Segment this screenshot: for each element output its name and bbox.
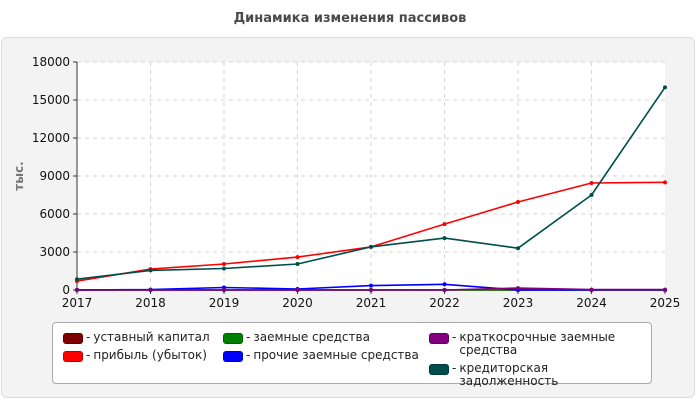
data-point (369, 288, 373, 292)
data-point (369, 244, 373, 249)
legend-swatch (63, 351, 83, 362)
chart-title: Динамика изменения пассивов (233, 11, 467, 26)
x-tick-label: 2020 (282, 296, 313, 310)
legend-swatch (223, 351, 243, 362)
legend-label: прибыль (убыток) (93, 348, 207, 362)
data-point (442, 236, 447, 241)
legend-column: - краткосрочные заемные средства - кредитор… (429, 331, 644, 393)
y-tick-label: 6000 (39, 207, 70, 221)
data-point (442, 222, 447, 227)
data-point (442, 282, 447, 287)
legend-swatch (223, 333, 243, 344)
legend-item: - заемные средства (223, 331, 428, 344)
data-point (222, 266, 226, 271)
y-tick-label: 0 (62, 283, 70, 297)
data-point (222, 288, 226, 292)
y-tick-label: 12000 (32, 131, 70, 145)
data-point (295, 288, 300, 292)
legend-dash: - (246, 348, 251, 362)
data-point (75, 288, 79, 292)
data-point (589, 180, 594, 185)
data-point (295, 255, 300, 260)
legend-item: - краткосрочные заемные средства (429, 331, 644, 357)
legend-column: - уставный капитал - прибыль (убыток) (63, 331, 223, 367)
y-tick-label: 9000 (39, 169, 70, 183)
data-point (516, 199, 520, 204)
data-point (516, 286, 520, 291)
y-tick-label: 3000 (39, 245, 70, 259)
x-tick-label: 2018 (135, 296, 166, 310)
x-tick-label: 2022 (429, 296, 460, 310)
x-tick-label: 2025 (650, 296, 681, 310)
data-point (148, 288, 153, 292)
legend-item: - уставный капитал (63, 331, 223, 344)
legend-label: заемные средства (253, 330, 370, 344)
data-point (589, 193, 594, 197)
legend-label: кредиторская задолженность (459, 361, 559, 388)
legend-label: прочие заемные средства (253, 348, 419, 362)
x-tick-label: 2017 (62, 296, 93, 310)
x-tick-label: 2024 (576, 296, 607, 310)
data-point (222, 262, 226, 267)
legend-dash: - (246, 330, 251, 344)
legend-item: - кредиторская задолженность (429, 362, 644, 388)
legend-column: - заемные средства - прочие заемные средств… (223, 331, 428, 367)
y-tick-label: 18000 (32, 55, 70, 69)
data-point (295, 262, 300, 267)
legend: - уставный капитал - прибыль (убыток) - заем… (52, 322, 652, 388)
legend-label: уставный капитал (93, 330, 210, 344)
data-point (75, 277, 79, 282)
x-tick-label: 2023 (503, 296, 534, 310)
legend-swatch (63, 333, 83, 344)
data-point (516, 246, 520, 251)
data-point (442, 288, 447, 292)
legend-item: - прибыль (убыток) (63, 349, 223, 362)
data-point (663, 180, 667, 185)
data-point (663, 85, 667, 90)
legend-swatch (429, 364, 449, 375)
x-tick-label: 2019 (209, 296, 240, 310)
legend-dash: - (452, 330, 457, 344)
legend-dash: - (86, 330, 91, 344)
x-tick-label: 2021 (356, 296, 387, 310)
y-tick-label: 15000 (32, 93, 70, 107)
y-axis-label: тыс. (12, 161, 26, 190)
legend-dash: - (86, 348, 91, 362)
data-point (369, 283, 373, 288)
data-point (663, 287, 667, 292)
legend-item: - прочие заемные средства (223, 349, 428, 362)
data-point (589, 287, 594, 292)
data-point (148, 268, 153, 273)
legend-label: краткосрочные заемные средства (459, 330, 616, 357)
legend-swatch (429, 333, 449, 344)
legend-dash: - (452, 361, 457, 375)
